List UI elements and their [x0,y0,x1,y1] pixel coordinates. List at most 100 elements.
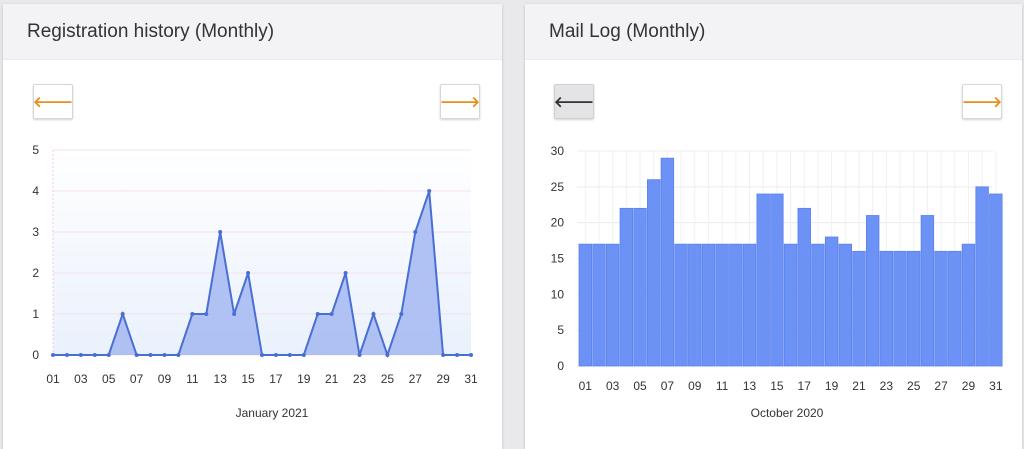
mail-bars [578,157,1003,367]
data-point [120,312,125,316]
x-tick-label: 31 [989,379,1003,393]
data-point [315,312,320,316]
y-tick-label: 30 [551,144,565,158]
data-point [190,312,195,316]
y-tick-label: 2 [32,266,39,280]
data-point [148,353,153,357]
registration-points [51,189,473,357]
data-point [385,353,390,357]
y-tick-label: 0 [557,359,564,373]
bar [865,215,880,367]
mail-x-axis: 01 03 05 07 09 11 13 15 17 19 21 23 25 27 29 31 [579,379,1003,393]
x-tick-label: 11 [716,379,729,393]
x-tick-label: 07 [130,372,144,386]
data-point [273,353,278,357]
mail-next-button[interactable]: 🡒 [962,84,1002,119]
x-tick-label: 13 [214,372,228,386]
x-tick-label: 01 [46,372,60,386]
bar [729,243,743,367]
y-tick-label: 15 [551,252,565,266]
y-tick-label: 5 [557,323,564,337]
data-point [427,189,432,193]
x-tick-label: 27 [934,379,948,393]
data-point [92,353,97,357]
x-tick-label: 11 [186,372,199,386]
data-point [469,353,473,357]
x-tick-label: 03 [74,372,88,386]
bar [920,215,935,367]
bar [824,236,839,367]
data-point [134,353,139,357]
data-point [441,353,446,357]
y-tick-label: 10 [551,287,565,301]
x-tick-label: 05 [633,379,647,393]
registration-prev-button[interactable]: 🡐 [33,84,73,119]
x-tick-label: 21 [325,372,339,386]
bar [578,243,592,367]
x-tick-label: 01 [579,379,593,393]
mail-prev-button[interactable]: 🡐 [554,84,594,119]
bar [907,250,921,367]
x-tick-label: 29 [962,379,976,393]
mail-log-panel: Mail Log (Monthly) 🡐 🡒 0 5 10 15 20 25 30 01 03… [525,4,1022,449]
mail-panel-header: Mail Log (Monthly) [525,4,1022,60]
bar [688,243,702,367]
x-tick-label: 23 [353,372,367,386]
bar [633,207,647,367]
data-point [64,353,69,357]
y-tick-label: 20 [551,216,565,230]
y-tick-label: 3 [32,225,39,239]
registration-next-button[interactable]: 🡒 [440,84,480,119]
data-point [51,353,55,357]
data-point [455,353,460,357]
data-point [371,312,376,316]
data-point [162,353,167,357]
data-point [399,312,404,316]
data-point [232,312,237,316]
data-point [357,353,362,357]
bar [715,243,729,367]
x-tick-label: 29 [436,372,450,386]
registration-x-axis: 01 03 05 07 09 11 13 15 17 19 21 23 25 27 29 31 [46,372,478,386]
y-tick-label: 4 [32,184,39,198]
arrow-right-icon: 🡒 [439,94,481,111]
x-tick-label: 17 [269,372,283,386]
data-point [246,271,251,275]
bar [674,243,688,367]
data-point [301,353,306,357]
data-point [413,230,418,234]
x-tick-label: 21 [852,379,866,393]
x-tick-label: 17 [798,379,812,393]
x-tick-label: 19 [297,372,311,386]
data-point [260,353,264,357]
mail-panel-title: Mail Log (Monthly) [549,20,706,42]
data-point [204,312,209,316]
x-tick-label: 31 [464,372,478,386]
x-tick-label: 25 [381,372,395,386]
x-tick-label: 09 [688,379,702,393]
bar [975,186,989,367]
bar [989,193,1003,367]
bar [592,243,606,367]
bar [770,193,784,367]
registration-y-axis: 0 1 2 3 4 5 [32,143,39,362]
bar [701,243,716,367]
registration-x-axis-label: January 2021 [236,406,309,420]
x-tick-label: 15 [770,379,784,393]
bar [961,243,976,367]
x-tick-label: 13 [743,379,757,393]
x-tick-label: 09 [158,372,172,386]
bar [742,243,757,367]
x-tick-label: 23 [880,379,894,393]
bar [619,207,634,367]
registration-panel-title: Registration history (Monthly) [27,20,275,42]
data-point [329,312,334,316]
data-point [218,230,223,234]
bar [934,250,948,367]
mail-x-axis-label: October 2020 [751,406,824,420]
bar [852,250,866,367]
x-tick-label: 05 [102,372,116,386]
bar [660,157,675,367]
bar [838,243,852,367]
